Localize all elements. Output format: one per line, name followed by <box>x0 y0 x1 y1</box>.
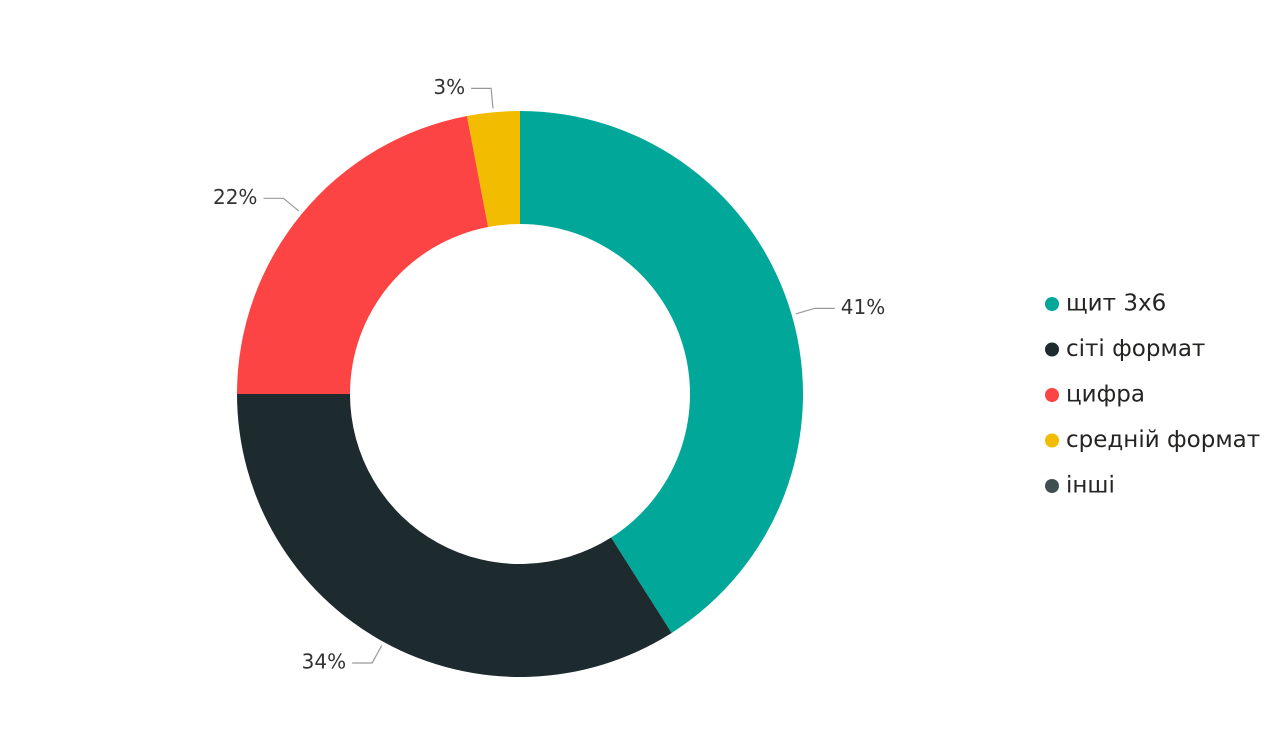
data-label: 22% <box>213 185 257 209</box>
donut-slice <box>520 111 804 633</box>
data-label: 34% <box>302 650 346 674</box>
legend-marker <box>1045 297 1059 311</box>
legend-marker <box>1045 479 1059 493</box>
legend-label: сіті формат <box>1066 336 1205 362</box>
data-label: 41% <box>841 295 885 319</box>
legend-label: інші <box>1066 473 1115 499</box>
donut-slice <box>466 111 520 228</box>
data-label: 3% <box>433 75 465 99</box>
legend-marker <box>1045 342 1059 357</box>
donut-slice <box>237 116 489 395</box>
legend-marker <box>1045 433 1059 448</box>
donut-slice <box>237 394 672 678</box>
legend-label: средній формат <box>1066 427 1260 453</box>
legend-marker <box>1045 388 1059 402</box>
legend-label: цифра <box>1066 382 1145 408</box>
leader-line <box>471 87 494 109</box>
leader-line <box>795 307 835 315</box>
leader-line <box>263 197 300 212</box>
legend-label: щит 3х6 <box>1066 291 1166 317</box>
leader-line <box>352 645 383 664</box>
